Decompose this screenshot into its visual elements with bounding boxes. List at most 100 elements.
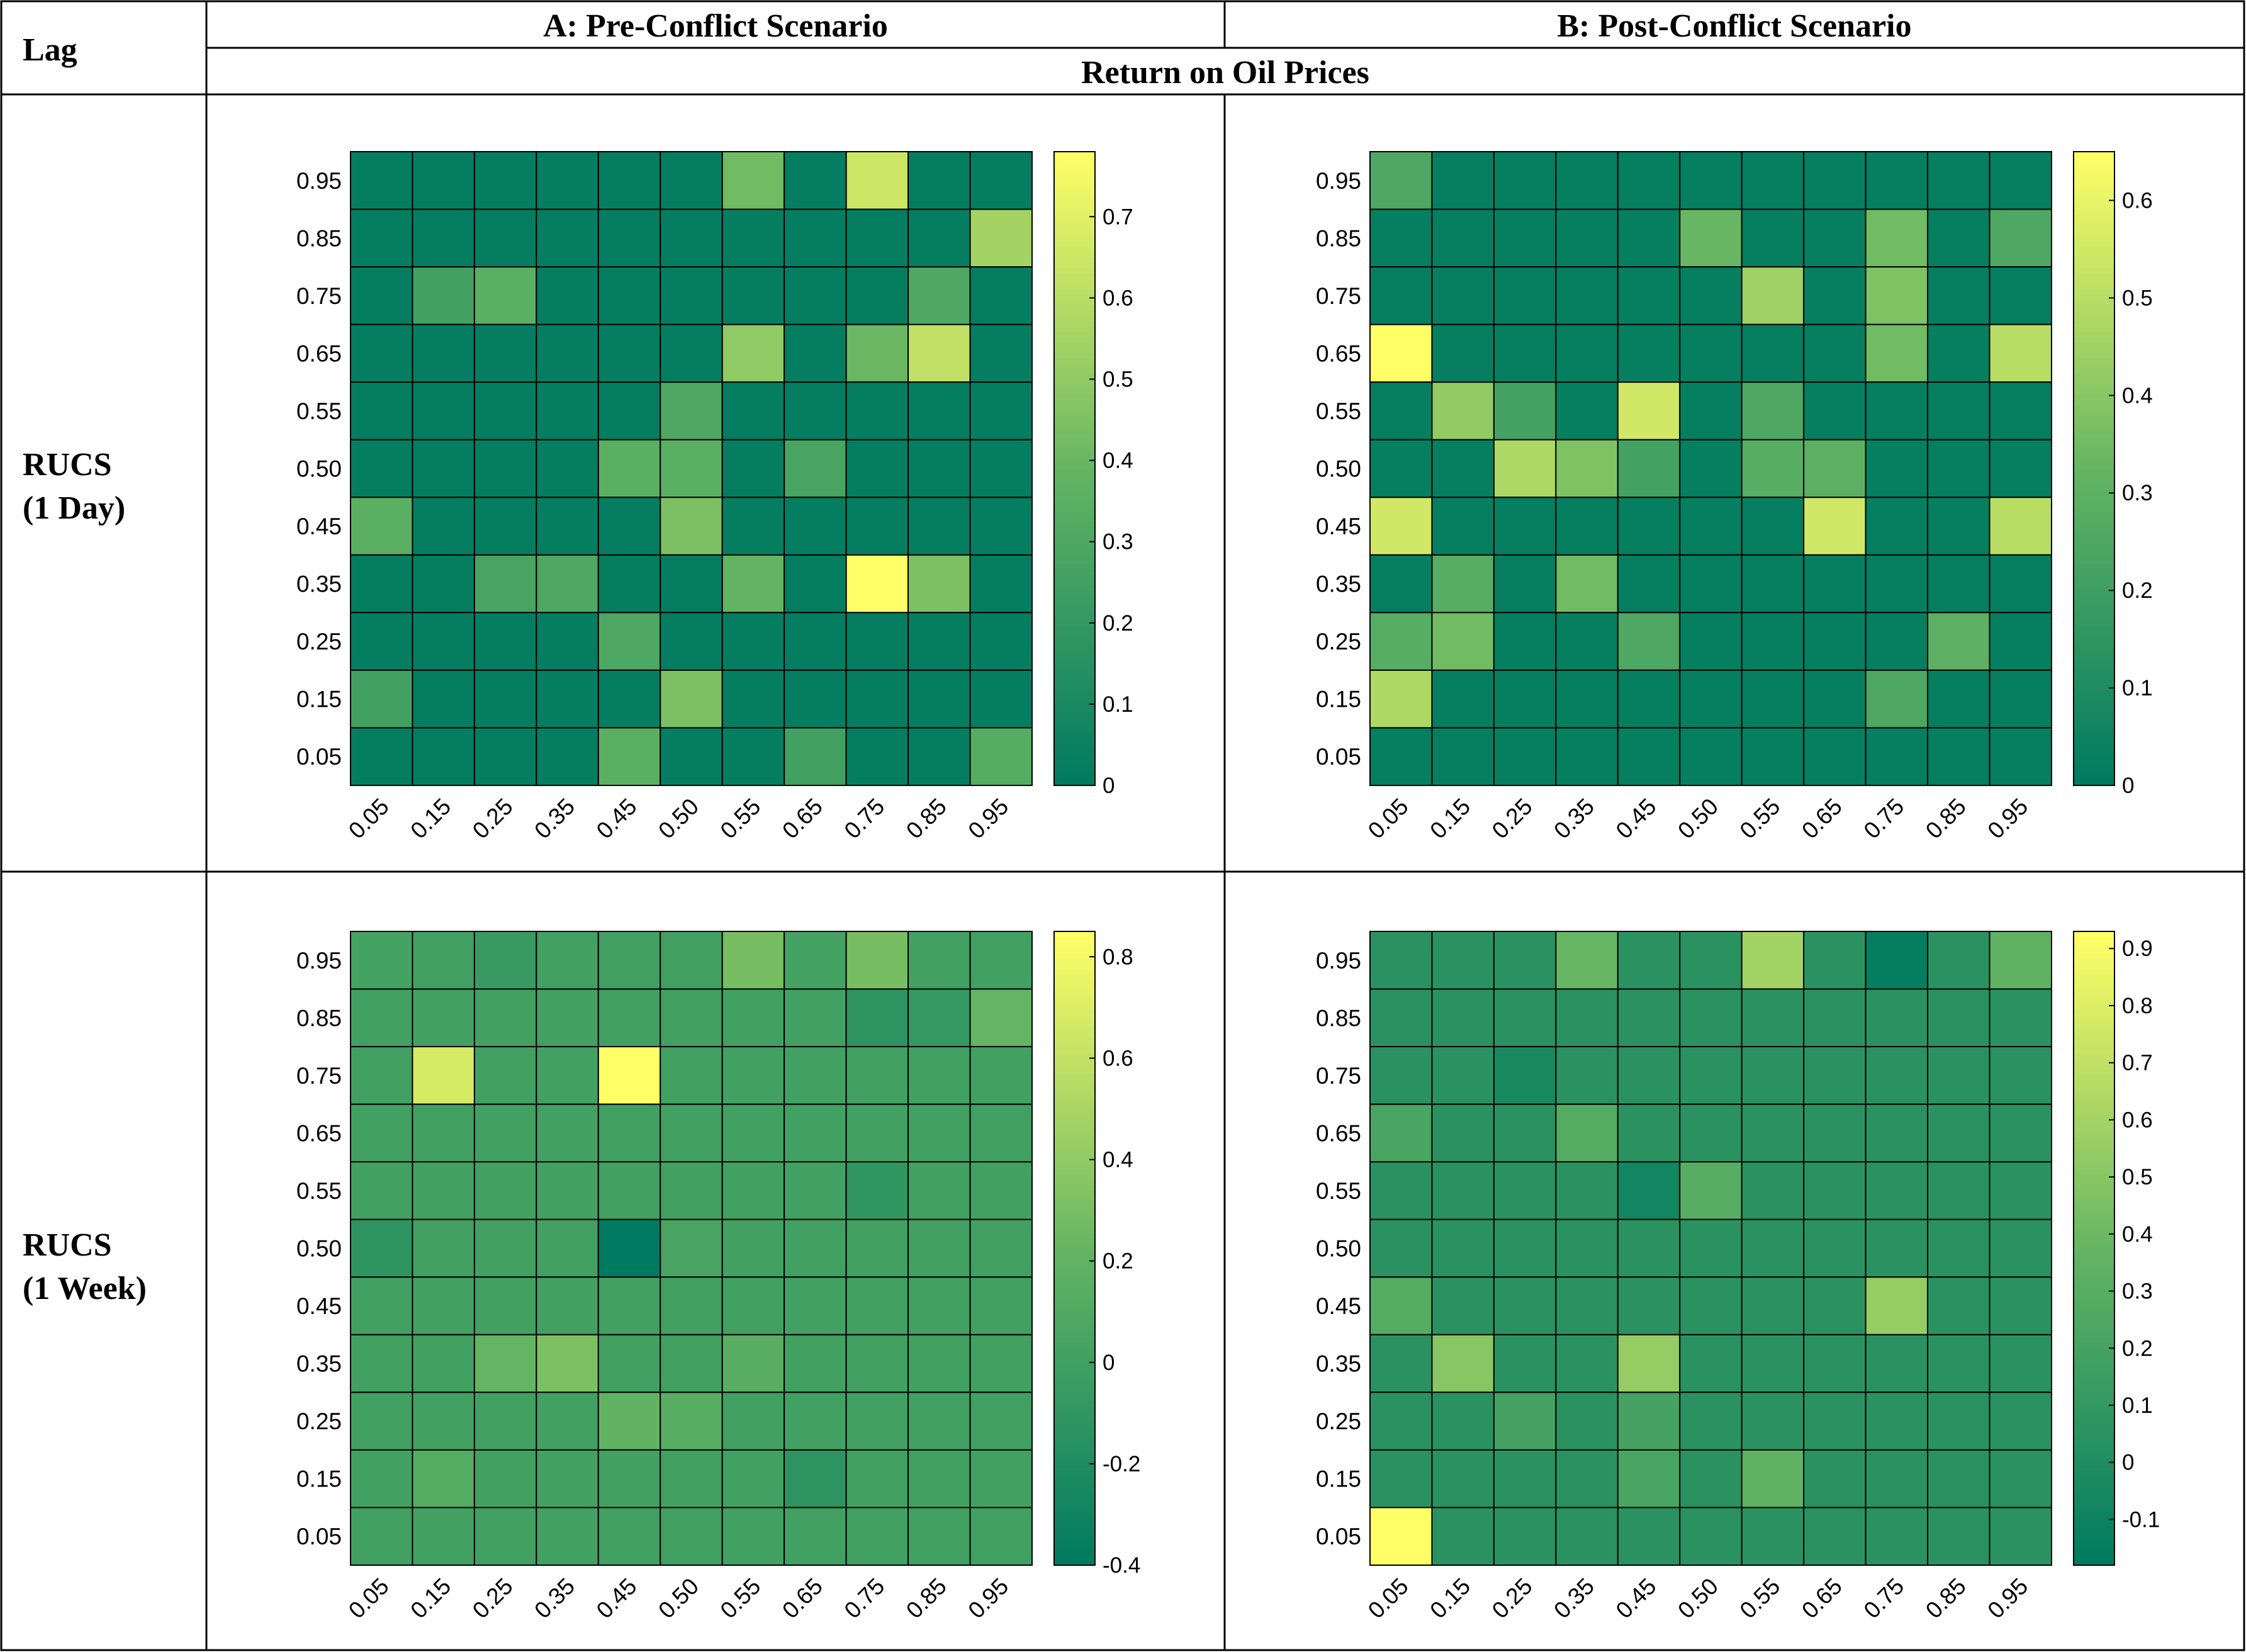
heatmap-cell xyxy=(1741,323,1805,383)
colorbar-segment xyxy=(2074,325,2114,332)
colorbar-segment xyxy=(2074,1433,2114,1439)
colorbar-segment xyxy=(1054,1412,1095,1418)
colorbar-segment xyxy=(2074,1153,2114,1159)
colorbar-segment xyxy=(2074,1089,2114,1096)
x-tick-label: 0.85 xyxy=(901,1573,952,1624)
colorbar-segment xyxy=(2074,1132,2114,1138)
colorbar-segment xyxy=(1054,473,1095,480)
heatmap-cell xyxy=(660,208,723,268)
heatmap-cell xyxy=(1617,1103,1681,1163)
heatmap-cell xyxy=(845,1507,909,1566)
heatmap-cell xyxy=(783,1449,847,1509)
colorbar-segment xyxy=(2074,621,2114,627)
colorbar-segment xyxy=(2074,1211,2114,1217)
heatmap-cell xyxy=(350,381,413,441)
x-tick-label: 0.75 xyxy=(839,1573,890,1624)
heatmap-cell xyxy=(1865,208,1929,268)
colorbar-segment xyxy=(1054,585,1095,591)
colorbar-segment xyxy=(2074,320,2114,327)
heatmap-cell xyxy=(783,931,847,990)
heatmap-cell xyxy=(1989,208,2053,268)
y-tick-label: 0.55 xyxy=(1316,398,1361,424)
heatmap-cell xyxy=(1989,1103,2053,1163)
colorbar-segment xyxy=(1054,1259,1095,1265)
heatmap-cell xyxy=(660,497,723,556)
heatmap-cell xyxy=(1989,669,2053,729)
colorbar-segment xyxy=(1054,1396,1095,1402)
colorbar-segment xyxy=(2074,395,2114,401)
heatmap-cell xyxy=(536,1103,599,1163)
heatmap-cell xyxy=(1927,1391,1991,1451)
colorbar-frame xyxy=(2073,151,2115,786)
colorbar-segment xyxy=(2074,384,2114,390)
colorbar-segment xyxy=(2074,252,2114,258)
x-tick-label: 0.65 xyxy=(1797,794,1847,844)
colorbar-segment xyxy=(2074,632,2114,638)
colorbar-segment xyxy=(1054,1264,1095,1270)
colorbar-segment xyxy=(1054,711,1095,717)
heatmap-cell xyxy=(350,1334,413,1393)
x-tick-label: 0.35 xyxy=(1549,1573,1599,1624)
colorbar-segment xyxy=(1054,373,1095,379)
colorbar-segment xyxy=(1054,632,1095,638)
colorbar-segment xyxy=(2074,1217,2114,1223)
colorbar-segment xyxy=(2074,743,2114,749)
heatmap-cell xyxy=(907,727,971,786)
colorbar-tick-label: 0.3 xyxy=(2122,481,2153,505)
colorbar-segment xyxy=(2074,1401,2114,1407)
colorbar-segment xyxy=(2074,663,2114,670)
colorbar-segment xyxy=(1054,568,1095,575)
colorbar-segment xyxy=(2074,648,2114,654)
colorbar-segment xyxy=(1054,1317,1095,1323)
colorbar-segment xyxy=(1054,505,1095,512)
heatmap-cell xyxy=(907,497,971,556)
heatmap-cell xyxy=(1741,1161,1805,1220)
colorbar-segment xyxy=(1054,1227,1095,1233)
colorbar-segment xyxy=(1054,936,1095,943)
heatmap-cell xyxy=(1431,988,1495,1048)
heatmap-cell xyxy=(1431,497,1495,556)
colorbar-segment xyxy=(2074,1127,2114,1133)
heatmap-cell xyxy=(1865,1161,1929,1220)
heatmap-cell xyxy=(660,381,723,441)
heatmap-cell xyxy=(1741,266,1805,325)
heatmap-cell xyxy=(536,554,599,614)
colorbar-segment xyxy=(1054,1469,1095,1476)
heatmap-cell xyxy=(1989,612,2053,671)
heatmap-cell xyxy=(412,1276,475,1335)
colorbar-segment xyxy=(2074,1042,2114,1048)
heatmap-cell xyxy=(1369,612,1433,671)
colorbar-segment xyxy=(1054,1464,1095,1471)
colorbar-segment xyxy=(1054,1301,1095,1307)
heatmap-cell xyxy=(1493,1103,1557,1163)
colorbar-segment xyxy=(2074,177,2114,184)
colorbar-tick-label: 0.1 xyxy=(2122,676,2153,700)
colorbar-segment xyxy=(2074,1290,2114,1296)
colorbar-segment xyxy=(1054,420,1095,427)
colorbar-segment xyxy=(2074,1417,2114,1424)
heatmap-cell xyxy=(350,1276,413,1335)
heatmap-cell xyxy=(1555,439,1619,498)
colorbar-segment xyxy=(1054,532,1095,538)
heatmap-cell xyxy=(721,1449,785,1509)
heatmap-cell xyxy=(721,1276,785,1335)
colorbar-segment xyxy=(1054,1084,1095,1091)
heatmap-cell xyxy=(660,266,723,325)
colorbar-segment xyxy=(2074,473,2114,480)
heatmap-cell xyxy=(1803,151,1867,210)
colorbar-segment xyxy=(2074,579,2114,585)
colorbar-segment xyxy=(2074,420,2114,427)
heatmap-cell xyxy=(1617,1449,1681,1509)
colorbar-segment xyxy=(1054,605,1095,612)
colorbar-segment xyxy=(2074,204,2114,210)
heatmap-cell xyxy=(1741,612,1805,671)
heatmap-cell xyxy=(1431,554,1495,614)
colorbar-segment xyxy=(2074,1338,2114,1344)
heatmap-cell xyxy=(1431,1103,1495,1163)
colorbar-segment xyxy=(1054,1253,1095,1259)
heatmap-cell xyxy=(473,1449,537,1509)
colorbar-segment xyxy=(1054,1206,1095,1212)
colorbar-segment xyxy=(2074,674,2114,680)
heatmap-cell xyxy=(1989,323,2053,383)
heatmap-cell xyxy=(1369,323,1433,383)
